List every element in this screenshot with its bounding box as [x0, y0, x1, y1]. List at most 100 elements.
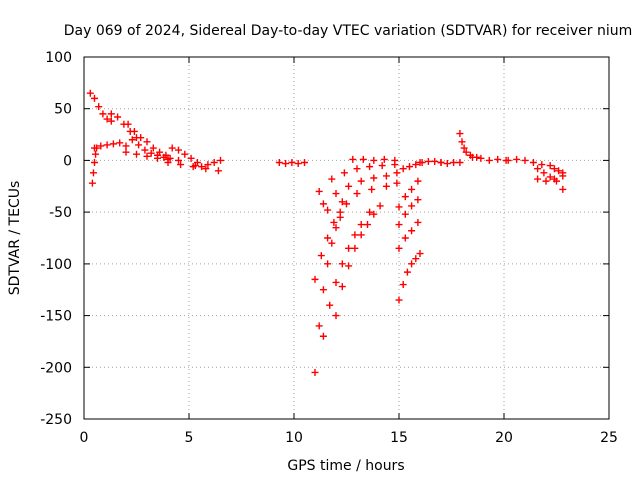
data-point — [414, 196, 422, 204]
data-point — [338, 283, 346, 291]
series-arc-f — [128, 136, 174, 162]
data-point — [332, 190, 340, 198]
data-point — [450, 158, 458, 166]
data-point — [187, 154, 195, 162]
data-point — [103, 141, 111, 149]
data-point — [328, 175, 336, 183]
data-point — [406, 163, 413, 171]
data-point — [550, 165, 558, 173]
data-point — [345, 244, 353, 252]
series-arc-k — [275, 158, 308, 168]
data-point — [460, 144, 468, 152]
data-point — [91, 158, 98, 166]
y-tick-label: 100 — [45, 50, 72, 66]
series-arc-m — [311, 200, 350, 283]
data-point — [311, 275, 319, 283]
series-arc-s — [349, 155, 399, 164]
data-point — [513, 155, 521, 163]
x-tick-label: 5 — [185, 430, 194, 446]
data-point — [91, 144, 98, 152]
data-point — [130, 127, 138, 135]
y-tick-label: -250 — [40, 412, 72, 428]
data-point — [546, 162, 554, 170]
data-point — [86, 89, 94, 97]
data-point — [336, 208, 344, 216]
data-point — [164, 158, 172, 166]
data-point — [95, 103, 103, 111]
y-tick-label: -150 — [40, 309, 72, 325]
data-point — [393, 169, 401, 177]
data-point — [92, 150, 100, 158]
chart-title: Day 069 of 2024, Sidereal Day-to-day VTE… — [64, 23, 633, 39]
series-arc-af — [546, 162, 567, 177]
series-arc-h — [168, 144, 201, 166]
data-point — [319, 200, 327, 208]
data-point — [458, 138, 466, 146]
data-point — [338, 198, 346, 206]
data-point — [107, 117, 115, 125]
series-arc-p — [315, 161, 399, 195]
data-point — [540, 169, 548, 177]
x-tick-label: 0 — [80, 430, 89, 446]
data-point — [370, 174, 378, 182]
data-point — [89, 169, 97, 177]
data-point — [288, 158, 296, 166]
data-point — [217, 156, 224, 164]
series-arc-o — [332, 202, 384, 320]
x-axis-label: GPS time / hours — [287, 458, 404, 474]
data-point — [376, 202, 384, 210]
data-point — [382, 182, 390, 190]
data-point — [147, 149, 155, 157]
y-tick-label: -200 — [40, 360, 72, 376]
data-point — [294, 160, 302, 168]
data-point — [324, 234, 332, 242]
data-point — [351, 244, 359, 252]
data-point — [124, 120, 132, 128]
data-point — [332, 312, 340, 320]
series-arc-w — [395, 177, 422, 211]
data-point — [301, 158, 308, 166]
data-point — [103, 115, 111, 123]
data-point — [349, 155, 357, 163]
data-point — [340, 169, 348, 177]
data-point — [380, 155, 388, 163]
data-point — [315, 322, 323, 330]
series-arc-r — [324, 179, 401, 214]
x-tick-label: 15 — [390, 430, 408, 446]
data-point — [311, 368, 319, 376]
data-point — [399, 165, 407, 173]
data-point — [456, 130, 464, 138]
data-point — [393, 179, 401, 187]
data-point — [391, 156, 399, 164]
data-point — [395, 244, 403, 252]
data-point — [357, 177, 365, 185]
series-arc-b — [88, 144, 101, 187]
data-point — [378, 162, 386, 170]
data-point — [534, 175, 542, 183]
data-point — [521, 156, 529, 164]
data-point — [141, 146, 149, 154]
data-point — [368, 185, 376, 193]
data-point — [330, 218, 338, 226]
data-point — [414, 177, 422, 185]
data-point — [345, 262, 353, 270]
data-point — [282, 160, 290, 168]
data-point — [351, 231, 359, 239]
data-point — [550, 175, 558, 183]
data-point — [370, 210, 378, 218]
data-point — [431, 157, 439, 165]
data-point — [395, 221, 403, 229]
series-arc-aa — [456, 130, 481, 161]
series-arc-ab — [469, 153, 510, 164]
data-point — [319, 286, 327, 294]
data-point — [408, 260, 416, 268]
data-point — [122, 148, 130, 156]
series-arc-u — [395, 218, 422, 252]
data-point — [401, 210, 409, 218]
series-arc-i — [164, 158, 222, 175]
data-point — [97, 142, 105, 150]
data-point — [137, 134, 145, 142]
data-point — [143, 138, 151, 146]
data-point — [469, 153, 476, 161]
data-point — [412, 255, 420, 263]
